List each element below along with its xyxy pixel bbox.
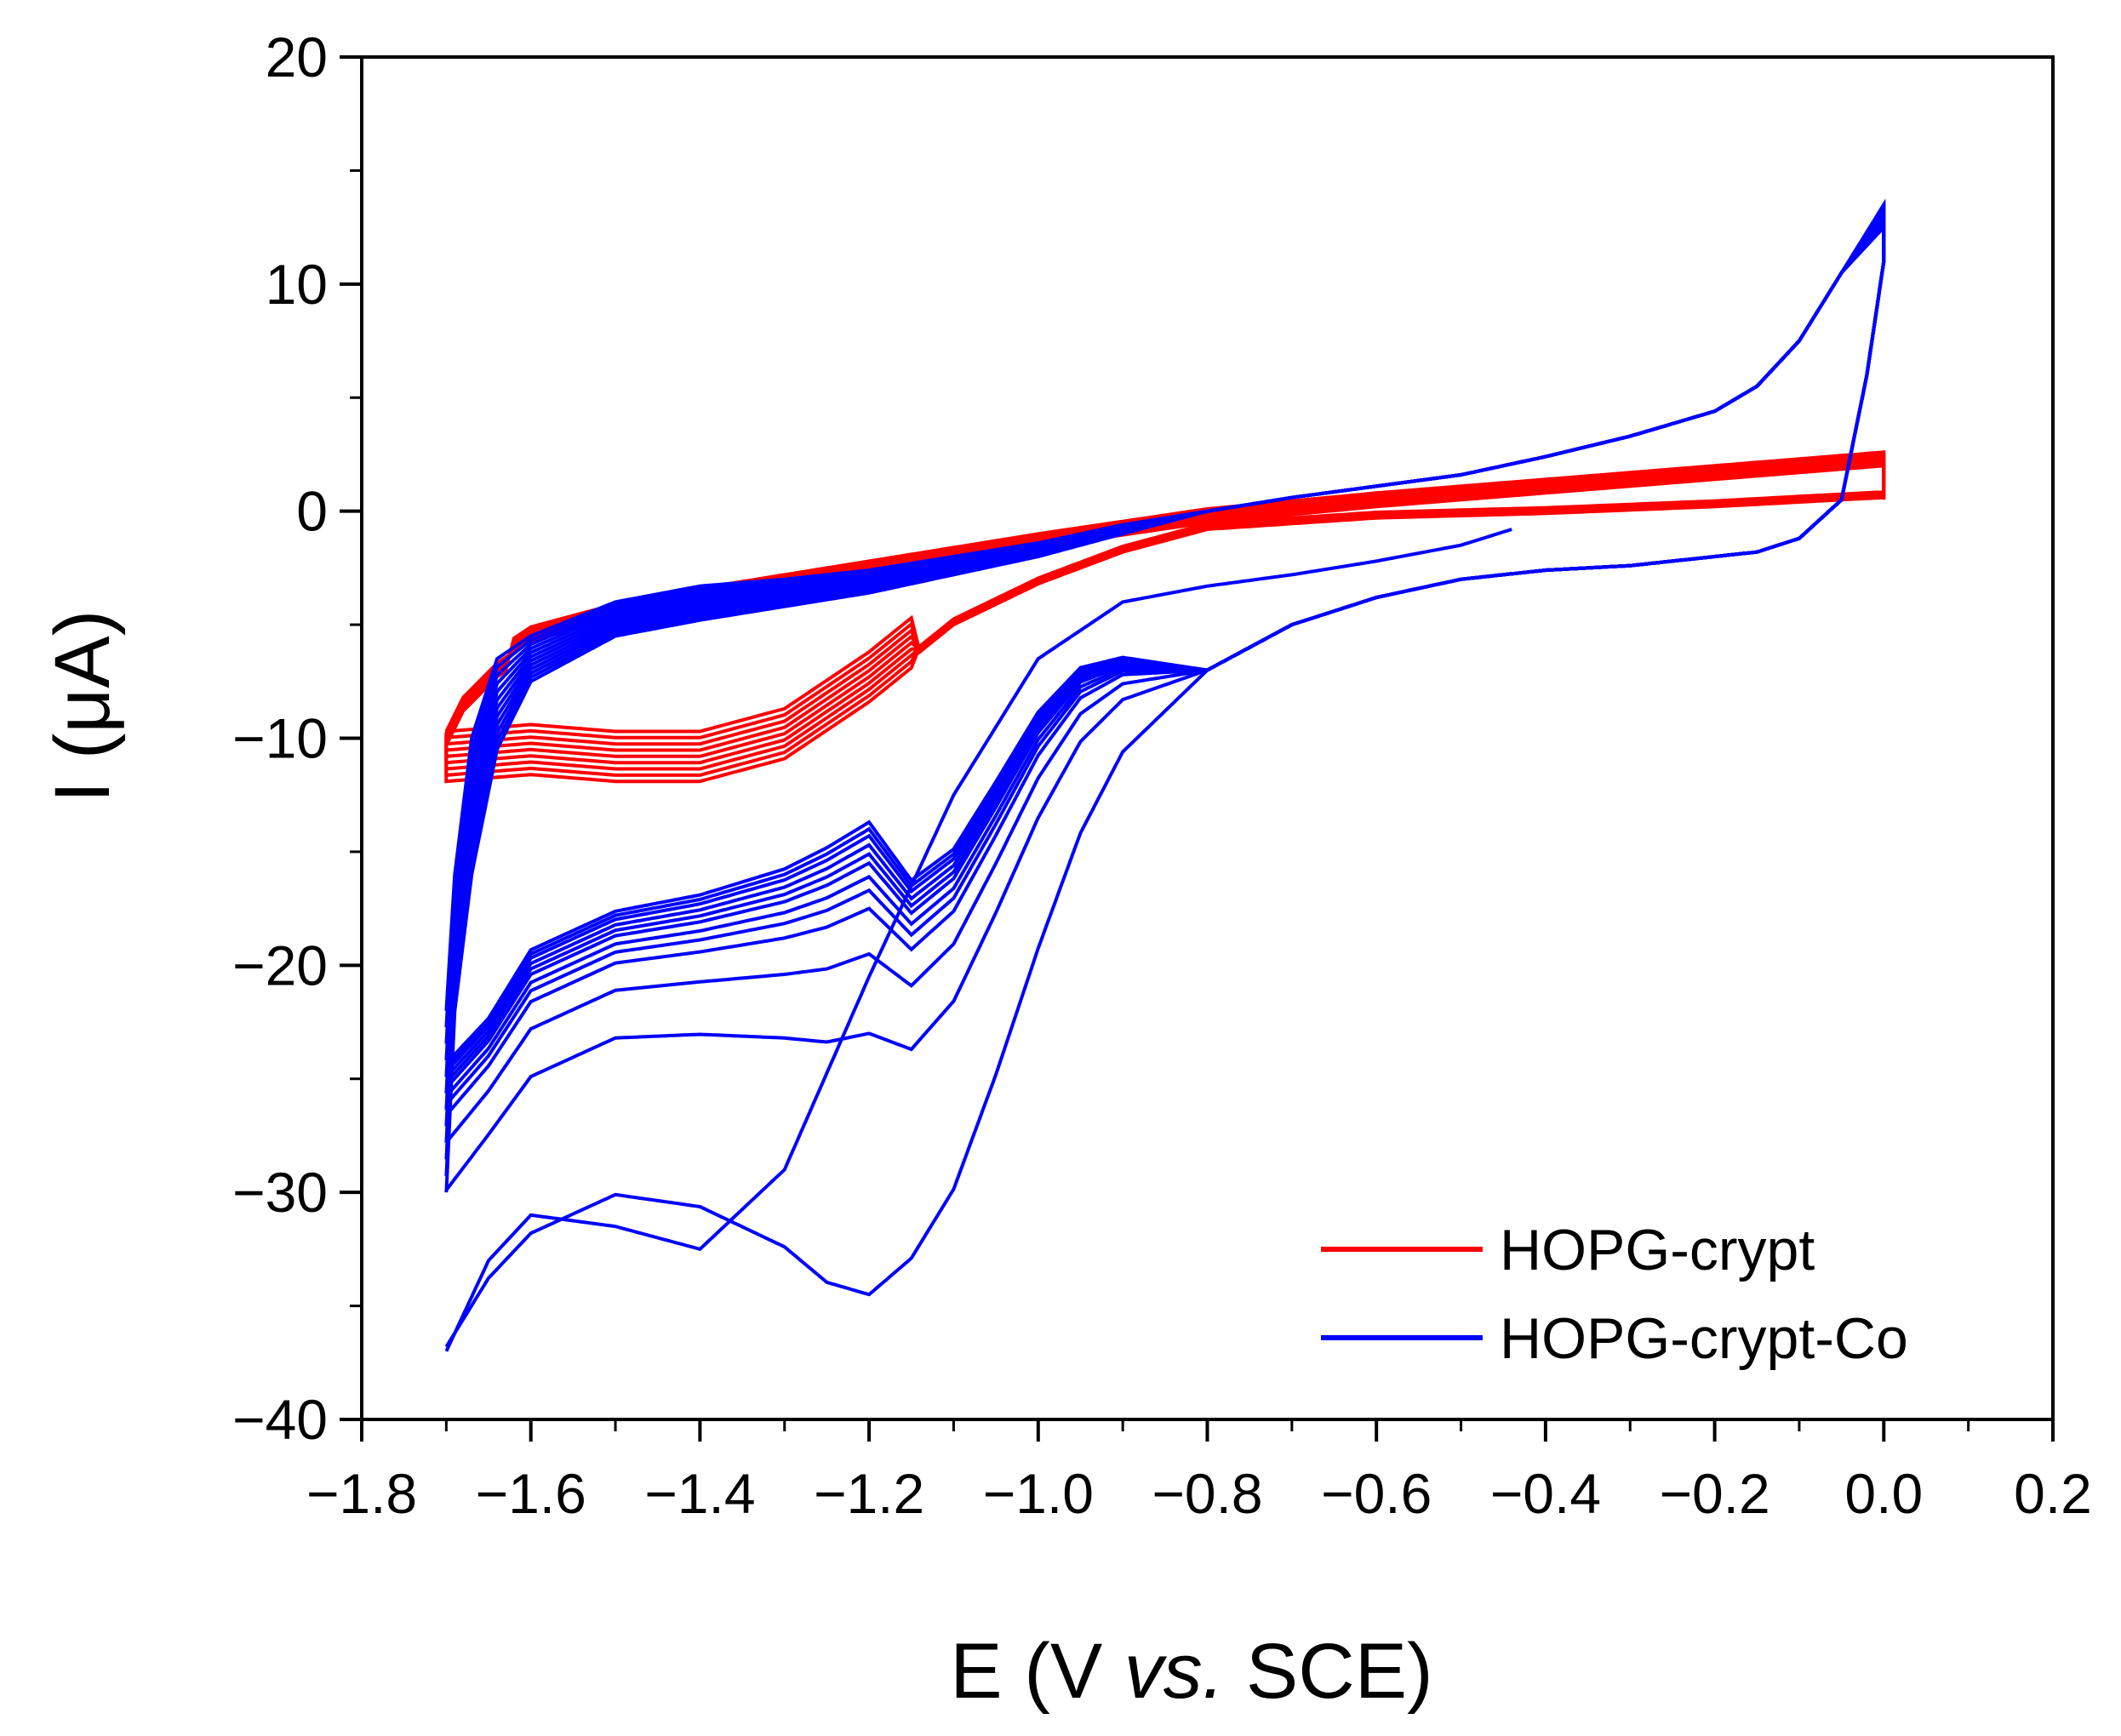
x-tick-label: −1.8 [306,1462,417,1525]
axis-ticks [340,55,2055,1442]
hopg-crypt-co-cycle [444,198,1886,1065]
axis-tick-labels: −1.8 −1.6 −1.4 −1.2 −1.0 −0.8 −0.6 −0.4 −0.2 0.0 0… [232,26,2092,1525]
hopg-crypt-co-cycle [444,207,1886,1084]
hopg-crypt-co-cycle [444,218,1886,1160]
hopg-crypt-co-cycle [444,220,1886,1191]
y-axis-title: I (μA) [39,610,126,803]
x-tick-label: −0.6 [1321,1462,1432,1525]
x-tick-label: −1.6 [476,1462,586,1525]
y-tick-label: 0 [296,480,328,543]
y-tick-label: −10 [232,707,328,770]
legend-label-hopg-crypt-co: HOPG-crypt-Co [1500,1306,1908,1371]
plot-curves [444,198,1886,1352]
y-tick-label: −30 [232,1161,328,1224]
legend-label-hopg-crypt: HOPG-crypt [1500,1218,1815,1282]
y-tick-label: 10 [266,253,328,316]
y-tick-label: 20 [266,26,328,89]
hopg-crypt-co-cycle [444,216,1886,1143]
x-tick-label: −0.8 [1152,1462,1262,1525]
hopg-crypt-cycle [444,450,1886,784]
hopg-crypt-co-cycle [444,222,1886,1348]
legend: HOPG-crypt HOPG-crypt-Co [1321,1218,1908,1371]
y-tick-label: −20 [232,934,328,996]
hopg-crypt-co-cycle [444,209,1886,1094]
x-tick-label: −1.0 [983,1462,1094,1525]
x-tick-label: 0.0 [1844,1462,1923,1525]
x-tick-label: 0.2 [2014,1462,2092,1525]
x-tick-label: −1.2 [814,1462,924,1525]
y-tick-label: −40 [232,1388,328,1451]
x-axis-title: E (V vs. SCE) [950,1628,1432,1715]
hopg-crypt-co-first-sweep [444,528,1512,1352]
x-tick-label: −1.4 [644,1462,755,1525]
hopg-crypt-co-cycle [444,203,1886,1073]
x-tick-label: −0.2 [1659,1462,1769,1525]
x-tick-label: −0.4 [1490,1462,1601,1525]
